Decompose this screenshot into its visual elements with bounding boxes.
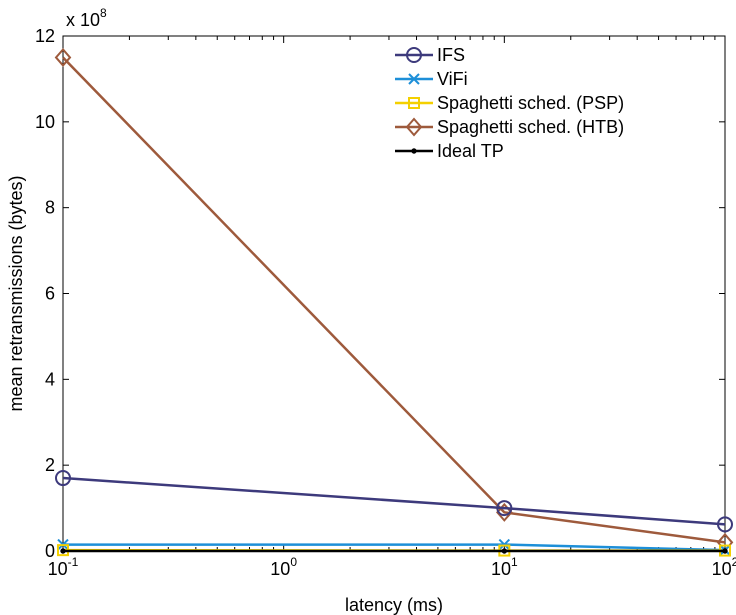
series-layer	[54, 47, 734, 557]
y-tick-label: 10	[35, 112, 55, 132]
legend-marker	[408, 97, 420, 109]
series-ideal-tp	[60, 548, 728, 554]
plot-frame	[62, 35, 726, 552]
y-tick-label: 4	[45, 369, 55, 389]
series-spaghetti-sched-htb	[54, 47, 734, 552]
legend-entry-ifs: IFS	[395, 45, 465, 65]
data-point-vifi	[498, 538, 511, 551]
series-ifs	[55, 470, 733, 533]
y-tick-label: 8	[45, 198, 55, 218]
legend-marker	[408, 73, 420, 85]
series-line-ifs	[62, 476, 726, 526]
legend-marker	[411, 148, 417, 154]
legend-marker-stroke	[408, 73, 420, 85]
x-tick-label: 100	[270, 555, 297, 579]
legend-label: Spaghetti sched. (HTB)	[437, 117, 624, 137]
legend-entry-vifi: ViFi	[395, 69, 468, 89]
data-point-spaghetti-sched-htb	[54, 47, 72, 67]
y-tick-label: 12	[35, 26, 55, 46]
legend: IFS ViFi Spaghetti sched. (PSP) Spaghetti s…	[395, 45, 624, 161]
legend-label: Ideal TP	[437, 141, 504, 161]
legend-entry-ideal-tp: Ideal TP	[395, 141, 504, 161]
data-point-ideal-tp	[722, 548, 728, 554]
legend-marker	[406, 47, 422, 63]
series-line-spaghetti-sched-htb	[62, 56, 726, 544]
legend-label: Spaghetti sched. (PSP)	[437, 93, 624, 113]
data-point-ifs	[55, 470, 71, 487]
data-point-ideal-tp	[60, 548, 66, 554]
legend-entry-spaghetti-sched-htb: Spaghetti sched. (HTB)	[395, 117, 624, 137]
data-point-ideal-tp	[501, 548, 508, 554]
data-point-ifs	[496, 500, 513, 517]
y-tick-label: 0	[45, 541, 55, 561]
legend-entry-spaghetti-sched-psp: Spaghetti sched. (PSP)	[395, 93, 624, 113]
x-tick-label: 10-1	[48, 555, 79, 579]
axes: 0 2 4 6 8 10 12 10-1 100 101 102 x 108	[35, 6, 736, 579]
legend-label: ViFi	[437, 69, 468, 89]
data-point-ifs	[717, 516, 733, 533]
legend-marker	[405, 117, 423, 137]
x-axis-label: latency (ms)	[345, 595, 443, 615]
series-vifi	[57, 538, 731, 556]
y-tick-label: 2	[45, 455, 55, 475]
data-point-vifi-stroke	[498, 538, 511, 551]
legend-label: IFS	[437, 45, 465, 65]
data-point-spaghetti-sched-htb	[496, 502, 513, 522]
x-tick-label: 102	[712, 555, 736, 579]
y-tick-label: 6	[45, 284, 55, 304]
y-axis-label: mean retransmissions (bytes)	[6, 175, 26, 411]
y-multiplier-label: x 108	[66, 6, 107, 30]
x-tick-label: 101	[491, 555, 518, 579]
